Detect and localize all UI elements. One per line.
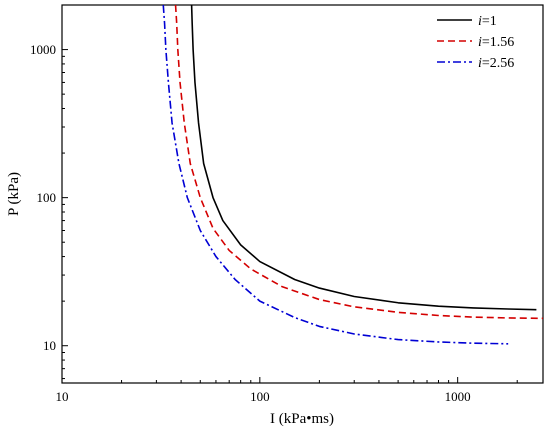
legend-label-rest: =1 xyxy=(482,14,497,29)
x-tick-label: 1000 xyxy=(445,389,471,404)
ticks-layer: 10 100 1000 10 100 1000 xyxy=(30,4,518,404)
plot-frame xyxy=(61,4,544,384)
legend-label-italic: i xyxy=(478,14,482,29)
x-tick-label: 100 xyxy=(250,389,270,404)
legend-label-rest: =2.56 xyxy=(482,56,514,71)
legend-label-3: i=2.56 xyxy=(478,56,514,71)
legend-label-italic: i xyxy=(478,56,482,71)
series-layer xyxy=(162,5,543,345)
legend-label-rest: =1.56 xyxy=(482,35,514,50)
y-tick-label: 100 xyxy=(37,190,57,205)
x-axis-title: I (kPa•ms) xyxy=(270,411,334,427)
y-tick-label: 1000 xyxy=(30,42,56,57)
series-line-1 xyxy=(190,5,537,311)
series-line-2 xyxy=(174,5,543,320)
legend-label-1: i=1 xyxy=(478,14,497,29)
legend-label-italic: i xyxy=(478,35,482,50)
y-axis-title: P (kPa) xyxy=(6,172,22,216)
series-line-3 xyxy=(162,5,509,345)
legend: i=1i=1.56i=2.56 xyxy=(437,14,514,71)
legend-label-2: i=1.56 xyxy=(478,35,514,50)
y-tick-label: 10 xyxy=(43,338,56,353)
x-tick-label: 10 xyxy=(56,389,69,404)
